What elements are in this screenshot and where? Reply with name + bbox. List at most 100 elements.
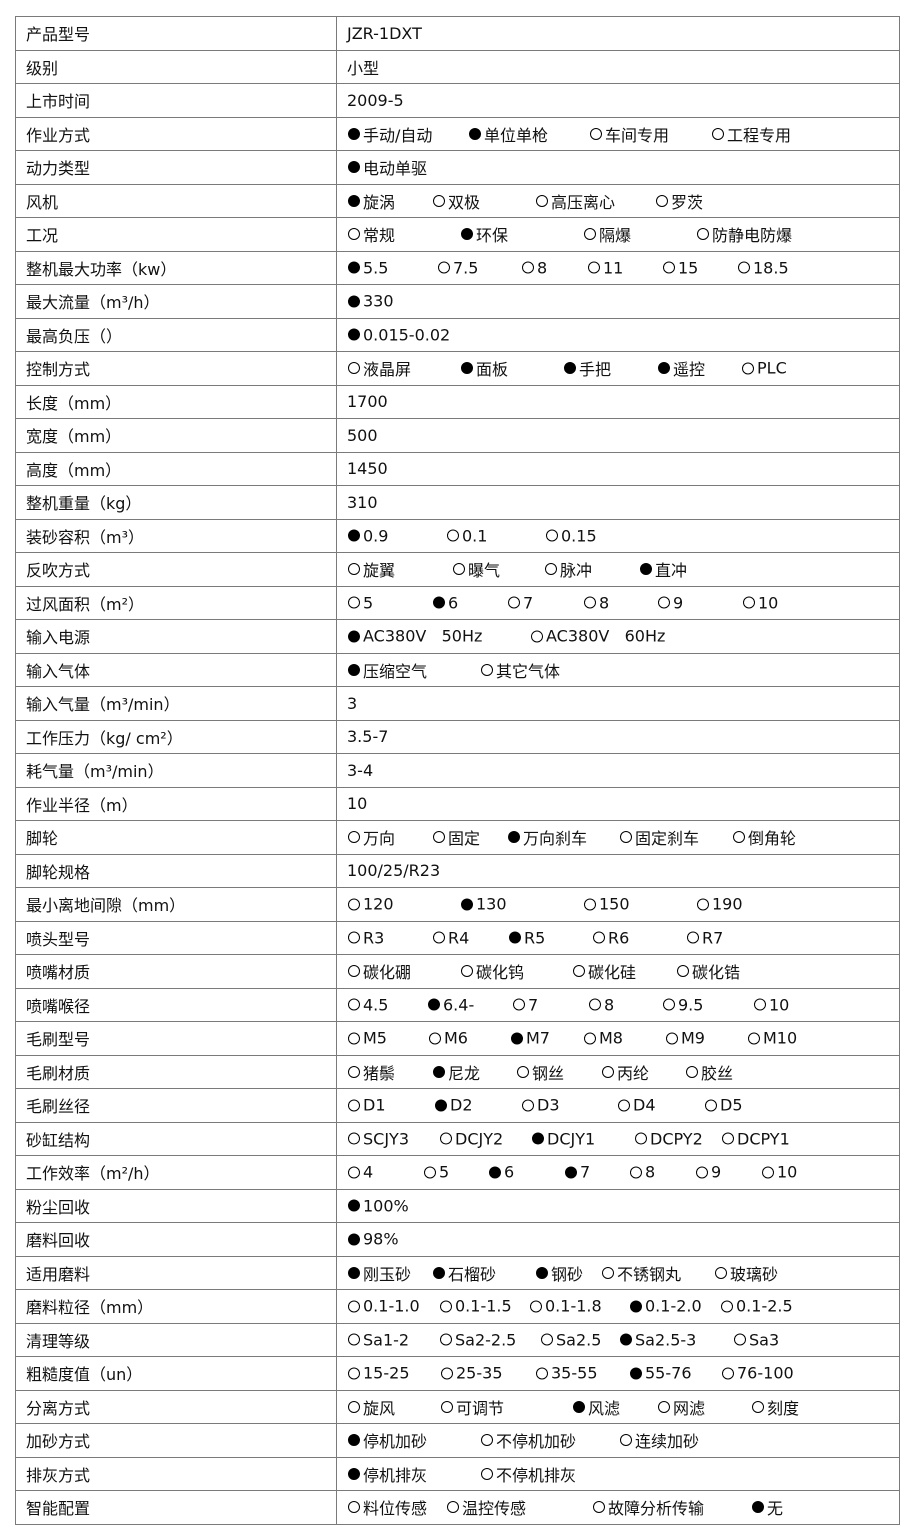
empty-circle-icon [722,1132,734,1145]
empty-circle-icon [584,596,596,609]
option-radio: 5 [424,1163,449,1182]
spec-label: 加砂方式 [15,1423,337,1458]
option-label: 35-55 [551,1363,598,1383]
option-label: R5 [524,928,546,948]
table-row: 输入气体 压缩空气 其它气体 [15,652,900,687]
value-text: JZR-1DXT [347,23,422,43]
option-radio: 脉冲 [545,557,592,581]
option-label: 130 [476,894,507,914]
spec-value: 4 5 6 7 8 9 10 [336,1155,900,1190]
spec-value: 0.9 0.1 0.15 [336,518,900,553]
empty-circle-icon [738,261,750,274]
option-radio: 0.1-1.5 [440,1297,512,1316]
spec-value: 5.5 7.5 8 11 15 18.5 [336,250,900,285]
option-label: 刚玉砂 [363,1264,412,1284]
empty-circle-icon [348,1065,360,1078]
spec-label: 磨料回收 [15,1222,337,1257]
empty-circle-icon [754,998,766,1011]
option-label: M10 [763,1028,798,1048]
spec-label: 毛刷丝径 [15,1088,337,1123]
option-radio: 旋风 [348,1395,395,1419]
spec-value: 液晶屏 面板 手把 遥控 PLC [336,351,900,386]
option-radio: Sa1-2 [348,1330,409,1349]
option-label: 直冲 [655,561,688,581]
option-radio: Sa3 [734,1330,779,1349]
option-label: 5.5 [363,258,389,278]
option-radio: 万向 [348,825,395,849]
spec-table: 产品型号 JZR-1DXT 级别 小型 上市时间 2009-5 作业方式 手动/自动 单位单枪 车… [15,16,900,1525]
option-radio: 0.1-1.0 [348,1297,420,1316]
option-radio: 6 [433,593,458,612]
spec-label: 最高负压（） [15,317,337,352]
empty-circle-icon [658,596,670,609]
empty-circle-icon [531,630,543,643]
table-row: 最小离地间隙（mm） 120 130 150 190 [15,887,900,922]
spec-label: 毛刷材质 [15,1054,337,1089]
table-row: 装砂容积（m³） 0.9 0.1 0.15 [15,518,900,553]
table-row: 喷嘴材质 碳化硼 碳化钨 碳化硅 碳化锆 [15,954,900,989]
empty-circle-icon [348,1333,360,1346]
empty-circle-icon [697,228,709,241]
option-label: M6 [444,1028,468,1048]
empty-circle-icon [348,596,360,609]
option-radio: 8 [630,1163,655,1182]
empty-circle-icon [348,1166,360,1179]
spec-label: 工作效率（m²/h） [15,1155,337,1190]
option-label: 8 [645,1162,656,1182]
option-radio: 7.5 [438,258,478,277]
option-radio: 9 [658,593,683,612]
filled-circle-icon [630,1367,642,1380]
option-label: 不停机排灰 [496,1465,577,1485]
option-label: 手把 [579,360,612,380]
table-row: 宽度（mm） 500 [15,418,900,453]
option-radio: 遥控 [658,356,705,380]
option-label: 8 [537,258,548,278]
option-radio: 刻度 [752,1395,799,1419]
option-radio: 0.9 [348,526,388,545]
option-label: 高压离心 [551,192,616,212]
option-radio: DCJY2 [440,1129,503,1148]
spec-value: 停机加砂 不停机加砂 连续加砂 [336,1423,900,1458]
spec-label: 智能配置 [15,1490,337,1525]
option-label: 双极 [448,192,481,212]
spec-label: 喷嘴喉径 [15,987,337,1022]
filled-circle-icon [461,362,473,375]
option-radio: 丙纶 [602,1060,649,1084]
empty-circle-icon [666,1032,678,1045]
spec-value: 2009-5 [336,83,900,118]
option-radio: 0.015-0.02 [348,325,450,344]
option-label: Sa3 [749,1330,780,1350]
option-radio: 手把 [564,356,611,380]
empty-circle-icon [705,1099,717,1112]
option-label: 9 [711,1162,722,1182]
empty-circle-icon [348,831,360,844]
option-radio: 可调节 [441,1395,504,1419]
option-radio: 无 [752,1495,783,1519]
spec-label: 粉尘回收 [15,1188,337,1223]
option-radio: 固定刹车 [620,825,699,849]
filled-circle-icon [461,898,473,911]
spec-value: 停机排灰 不停机排灰 [336,1456,900,1491]
option-label: 隔爆 [599,226,632,246]
empty-circle-icon [348,1132,360,1145]
option-label: 7.5 [453,258,479,278]
table-row: 产品型号 JZR-1DXT [15,16,900,51]
spec-label: 排灰方式 [15,1456,337,1491]
option-radio: 罗茨 [656,189,703,213]
option-radio: 76-100 [722,1364,794,1383]
empty-circle-icon [677,965,689,978]
table-row: 长度（mm） 1700 [15,384,900,419]
option-label: 碳化钨 [476,963,525,983]
table-row: 反吹方式 旋翼 曝气 脉冲 直冲 [15,552,900,587]
empty-circle-icon [348,1367,360,1380]
option-label: 停机排灰 [363,1465,428,1485]
option-radio: 风滤 [573,1395,620,1419]
option-radio: 倒角轮 [733,825,796,849]
value-text: 3-4 [347,760,374,780]
empty-circle-icon [593,931,605,944]
empty-circle-icon [733,831,745,844]
option-radio: 7 [508,593,533,612]
option-label: R7 [702,928,724,948]
option-label: Sa1-2 [363,1330,410,1350]
option-label: 常规 [363,226,396,246]
